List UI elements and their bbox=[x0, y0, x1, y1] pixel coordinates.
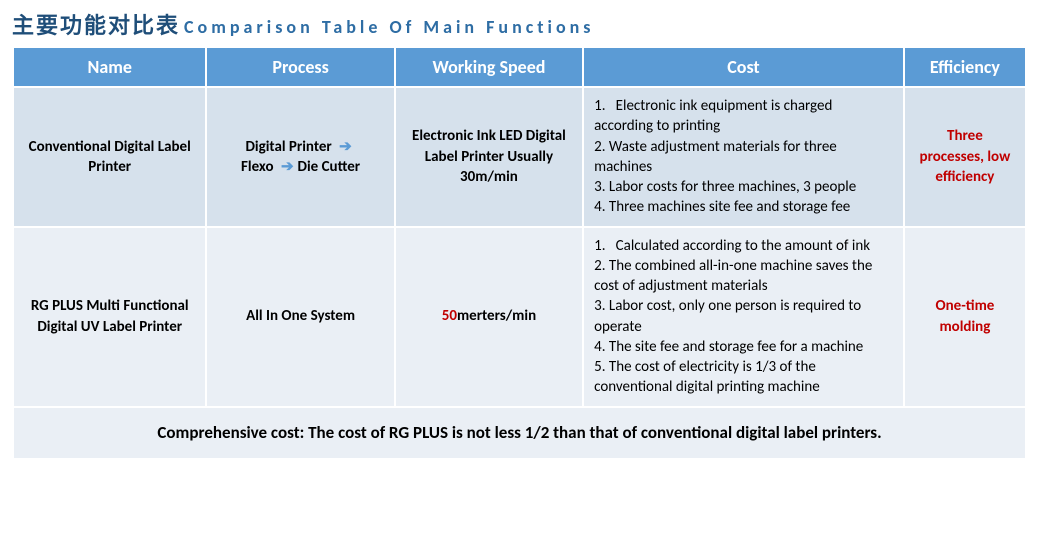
col-cost: Cost bbox=[583, 47, 904, 87]
table-footer-row: Comprehensive cost: The cost of RG PLUS … bbox=[13, 407, 1026, 460]
title-english: Comparison Table Of Main Functions bbox=[184, 16, 594, 38]
cost-item: Calculated according to the amount of in… bbox=[616, 237, 870, 255]
cell-process: All In One System bbox=[206, 227, 394, 407]
cost-item: Labor cost, only one person is required … bbox=[594, 297, 861, 335]
cost-item: Waste adjustment materials for three mac… bbox=[594, 138, 837, 176]
cell-speed: 50merters/min bbox=[395, 227, 583, 407]
arrow-icon: ➔ bbox=[277, 158, 298, 176]
cell-cost: 1. Calculated according to the amount of… bbox=[583, 227, 904, 407]
process-step: Die Cutter bbox=[298, 158, 361, 176]
table-row: Conventional Digital Label Printer Digit… bbox=[13, 87, 1026, 227]
cost-item: The cost of electricity is 1/3 of the co… bbox=[594, 358, 820, 396]
cell-efficiency: Three processes, low efficiency bbox=[904, 87, 1026, 227]
footer-text: Comprehensive cost: The cost of RG PLUS … bbox=[13, 407, 1026, 460]
col-name: Name bbox=[13, 47, 206, 87]
table-row: RG PLUS Multi Functional Digital UV Labe… bbox=[13, 227, 1026, 407]
cost-item: Three machines site fee and storage fee bbox=[609, 198, 850, 216]
cost-item: Electronic ink equipment is charged acco… bbox=[594, 97, 832, 135]
cell-cost: 1. Electronic ink equipment is charged a… bbox=[583, 87, 904, 227]
cell-efficiency: One-time molding bbox=[904, 227, 1026, 407]
cell-name: RG PLUS Multi Functional Digital UV Labe… bbox=[13, 227, 206, 407]
cell-process: Digital Printer ➔ Flexo ➔Die Cutter bbox=[206, 87, 394, 227]
cost-item: The combined all-in-one machine saves th… bbox=[594, 257, 872, 295]
col-process: Process bbox=[206, 47, 394, 87]
title-chinese: 主要功能对比表 bbox=[12, 8, 180, 40]
cost-item: The site fee and storage fee for a machi… bbox=[609, 338, 863, 356]
arrow-icon: ➔ bbox=[335, 138, 356, 156]
speed-number: 50 bbox=[442, 307, 457, 325]
process-step: Digital Printer bbox=[245, 138, 331, 156]
cost-item: Labor costs for three machines, 3 people bbox=[609, 178, 856, 196]
col-eff: Efficiency bbox=[904, 47, 1026, 87]
cell-speed: Electronic Ink LED Digital Label Printer… bbox=[395, 87, 583, 227]
col-speed: Working Speed bbox=[395, 47, 583, 87]
cell-name: Conventional Digital Label Printer bbox=[13, 87, 206, 227]
speed-unit: merters/min bbox=[457, 307, 536, 325]
process-step: Flexo bbox=[241, 158, 274, 176]
comparison-table: Name Process Working Speed Cost Efficien… bbox=[12, 46, 1027, 460]
page-title: 主要功能对比表 Comparison Table Of Main Functio… bbox=[12, 8, 1027, 40]
table-header-row: Name Process Working Speed Cost Efficien… bbox=[13, 47, 1026, 87]
